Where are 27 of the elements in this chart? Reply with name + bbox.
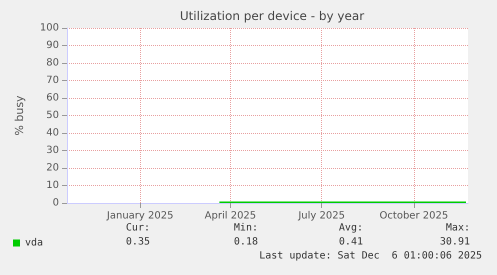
text: Cur: [126, 222, 150, 234]
x-tick-label: October 2025 [380, 210, 448, 222]
x-tick-label: January 2025 [106, 210, 174, 222]
text: 0.41 [338, 236, 363, 248]
y-tick-label: 20 [46, 162, 59, 174]
legend-label: vda [25, 238, 44, 248]
y-tick-label: 10 [46, 180, 59, 191]
y-axis-title: % busy [13, 94, 26, 136]
chart-title: Utilization per device - by year [180, 9, 364, 23]
y-tick-label: 90 [46, 40, 59, 51]
text: 0.18 [234, 236, 258, 248]
y-tick-label: 60 [46, 92, 59, 104]
text: 0.35 [126, 236, 150, 248]
text: 30.91 [440, 236, 470, 248]
y-tick-label: 80 [46, 58, 59, 68]
y-tick-label: 0 [52, 198, 59, 208]
text: Max: [446, 222, 470, 234]
text: Min: [234, 222, 258, 234]
text: Avg: [338, 222, 363, 234]
x-tick-label: April 2025 [204, 210, 256, 222]
y-tick-label: 50 [46, 110, 59, 121]
y-tick-label: 70 [46, 75, 59, 86]
y-tick-label: 100 [40, 22, 59, 34]
y-tick-label: 40 [46, 128, 59, 138]
y-tick-label: 30 [46, 145, 59, 156]
text: Last update: Sat Dec 6 01:00:06 2025 [259, 250, 482, 262]
x-tick-label: July 2025 [297, 210, 345, 222]
